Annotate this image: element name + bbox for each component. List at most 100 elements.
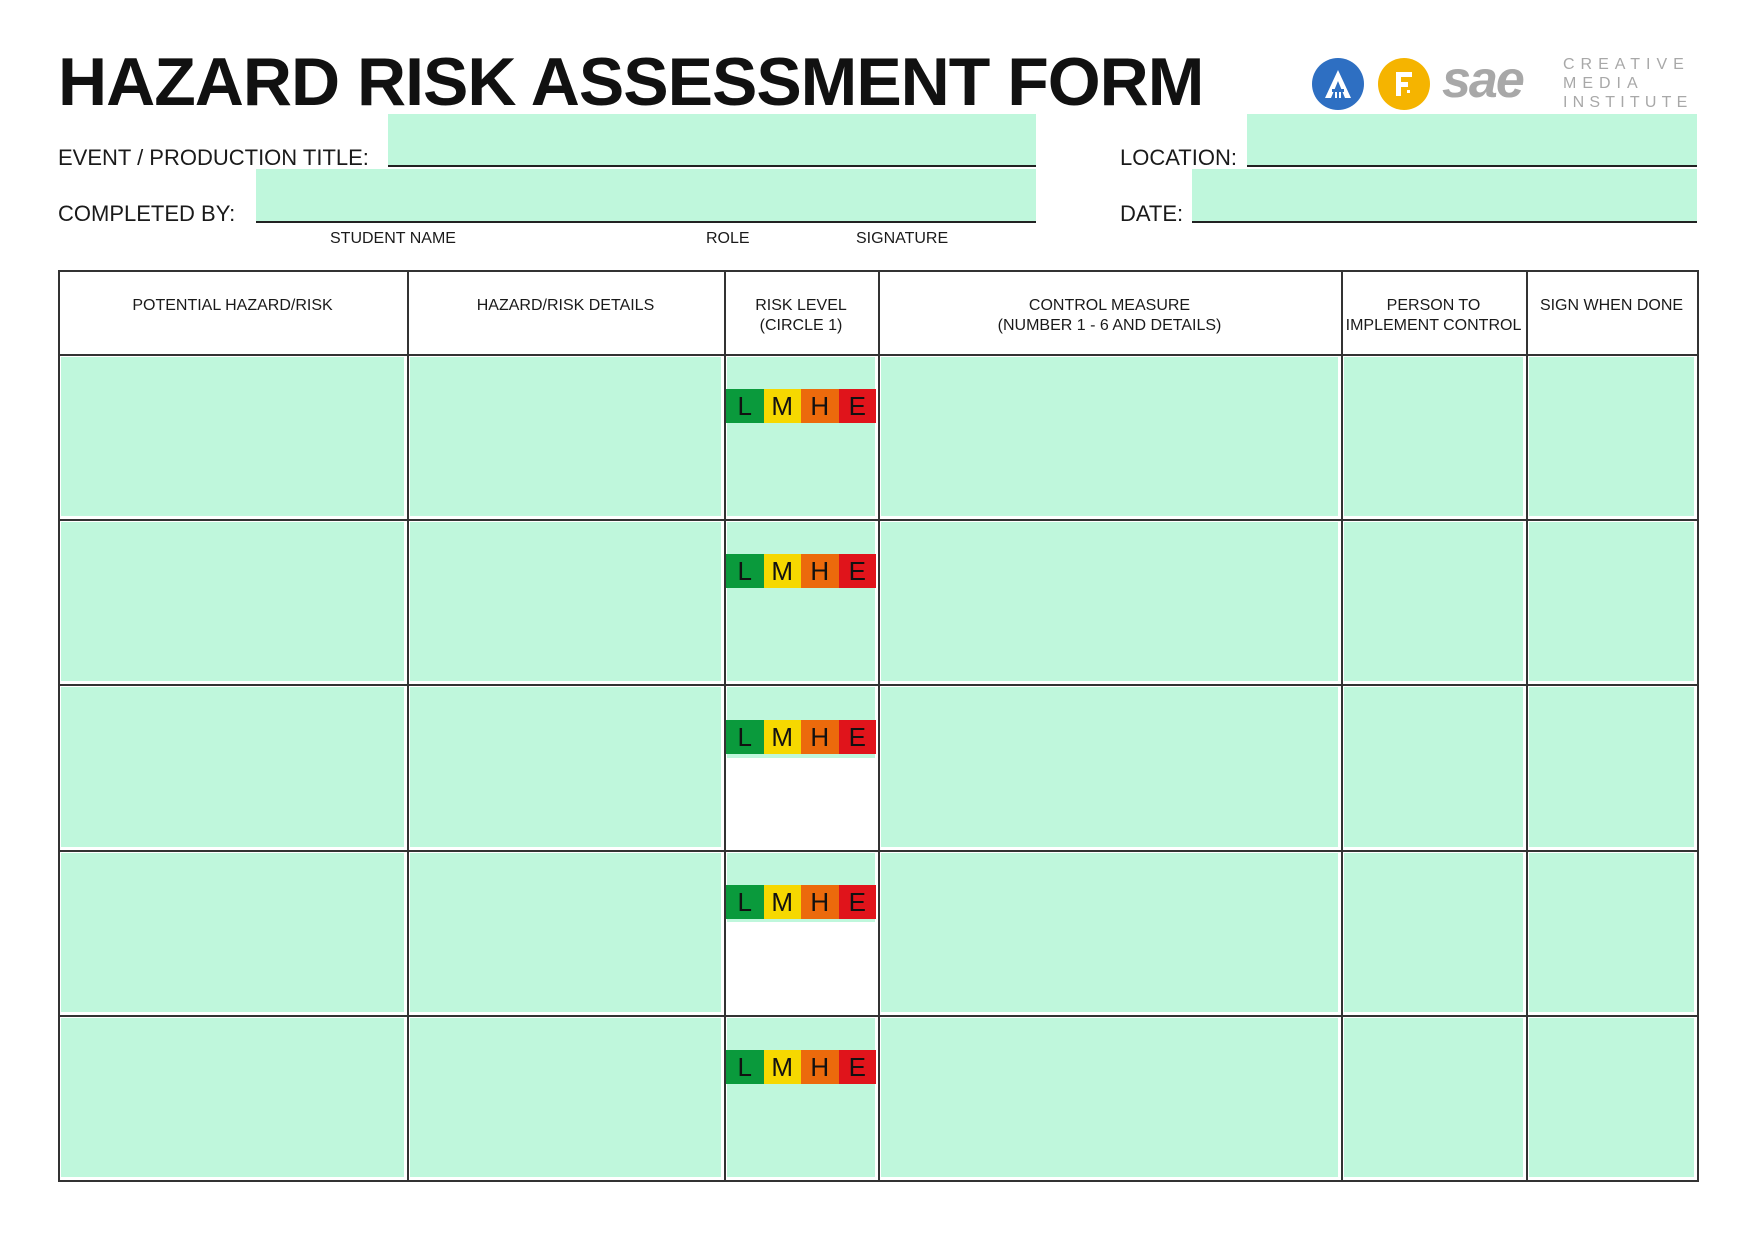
role-caption: ROLE	[706, 230, 750, 247]
table-cell-r3-c4[interactable]	[881, 687, 1338, 847]
risk-option-h-r5[interactable]: H	[801, 1050, 839, 1084]
table-col-border-2	[724, 270, 726, 1182]
sae-tagline-institute: INSTITUTE	[1563, 94, 1693, 111]
risk-option-h-r2[interactable]: H	[801, 554, 839, 588]
f-logo-icon	[1378, 58, 1430, 110]
table-col-border-5	[1526, 270, 1528, 1182]
event-title-underline	[388, 165, 1036, 167]
column-header-line2: (CIRCLE 1)	[759, 317, 843, 334]
column-header-line1: SIGN WHEN DONE	[1539, 297, 1684, 314]
table-cell-r2-c5[interactable]	[1344, 522, 1523, 681]
event-title-label: EVENT / PRODUCTION TITLE:	[58, 145, 369, 170]
risk-option-l-r5[interactable]: L	[726, 1050, 764, 1084]
risk-option-e-r2[interactable]: E	[838, 554, 876, 588]
table-cell-r4-c4[interactable]	[881, 853, 1338, 1012]
risk-cell-blank-r3	[726, 758, 877, 850]
table-col-border-3	[878, 270, 880, 1182]
form-title: HAZARD RISK ASSESSMENT FORM	[58, 44, 1204, 120]
table-cell-r5-c5[interactable]	[1344, 1018, 1523, 1177]
risk-option-e-r5[interactable]: E	[838, 1050, 876, 1084]
table-cell-r2-c6[interactable]	[1529, 522, 1694, 681]
column-header-1: POTENTIAL HAZARD/RISK	[58, 296, 407, 316]
table-cell-r3-c1[interactable]	[61, 687, 404, 847]
table-col-border-4	[1341, 270, 1343, 1182]
risk-option-l-r3[interactable]: L	[726, 720, 764, 754]
table-col-border-6	[1697, 270, 1699, 1182]
table-cell-r2-c2[interactable]	[410, 522, 721, 681]
location-field[interactable]	[1247, 114, 1697, 165]
risk-option-h-r1[interactable]: H	[801, 389, 839, 423]
risk-option-e-r1[interactable]: E	[838, 389, 876, 423]
risk-option-h-r3[interactable]: H	[801, 720, 839, 754]
risk-option-h-r4[interactable]: H	[801, 885, 839, 919]
location-label: LOCATION:	[1120, 145, 1237, 170]
risk-option-l-r2[interactable]: L	[726, 554, 764, 588]
column-header-line2: IMPLEMENT CONTROL	[1345, 317, 1522, 334]
table-col-border-0	[58, 270, 60, 1182]
column-header-line1: HAZARD/RISK DETAILS	[476, 297, 655, 314]
column-header-line1: PERSON TO	[1386, 297, 1481, 314]
column-header-5: PERSON TO IMPLEMENT CONTROL	[1341, 296, 1526, 336]
table-cell-r2-c1[interactable]	[61, 522, 404, 681]
completed-by-field[interactable]	[256, 169, 1036, 221]
column-header-3: RISK LEVEL (CIRCLE 1)	[724, 296, 878, 336]
table-cell-r5-c1[interactable]	[61, 1018, 404, 1177]
table-cell-r4-c1[interactable]	[61, 853, 404, 1012]
table-cell-r1-c6[interactable]	[1529, 357, 1694, 516]
column-header-line1: CONTROL MEASURE	[1028, 297, 1191, 314]
table-cell-r1-c5[interactable]	[1344, 357, 1523, 516]
column-header-4: CONTROL MEASURE (NUMBER 1 - 6 AND DETAILS…	[878, 296, 1341, 336]
table-cell-r1-c2[interactable]	[410, 357, 721, 516]
sae-tagline-media: MEDIA	[1563, 75, 1644, 92]
table-cell-r1-c3[interactable]	[727, 357, 875, 516]
table-cell-r1-c4[interactable]	[881, 357, 1338, 516]
date-field[interactable]	[1192, 169, 1697, 221]
column-header-6: SIGN WHEN DONE	[1526, 296, 1697, 316]
risk-option-l-r4[interactable]: L	[726, 885, 764, 919]
table-cell-r4-c6[interactable]	[1529, 853, 1694, 1012]
sae-tagline-creative: CREATIVE	[1563, 56, 1690, 73]
location-underline	[1247, 165, 1697, 167]
table-cell-r4-c5[interactable]	[1344, 853, 1523, 1012]
sae-logo-wordmark: sae	[1442, 51, 1525, 109]
table-cell-r2-c3[interactable]	[727, 522, 875, 681]
table-cell-r3-c2[interactable]	[410, 687, 721, 847]
risk-option-m-r4[interactable]: M	[763, 885, 801, 919]
column-header-line1: RISK LEVEL	[755, 297, 847, 314]
risk-option-l-r1[interactable]: L	[726, 389, 764, 423]
table-cell-r2-c4[interactable]	[881, 522, 1338, 681]
table-cell-r5-c6[interactable]	[1529, 1018, 1694, 1177]
risk-option-m-r2[interactable]: M	[763, 554, 801, 588]
a-logo-icon	[1312, 58, 1364, 110]
column-header-line2: (NUMBER 1 - 6 AND DETAILS)	[997, 317, 1222, 334]
column-header-line1: POTENTIAL HAZARD/RISK	[132, 297, 333, 314]
risk-option-m-r5[interactable]: M	[763, 1050, 801, 1084]
a-logo-glyph	[1325, 70, 1351, 98]
risk-option-m-r3[interactable]: M	[763, 720, 801, 754]
date-underline	[1192, 221, 1697, 223]
table-cell-r5-c3[interactable]	[727, 1018, 875, 1177]
table-cell-r3-c6[interactable]	[1529, 687, 1694, 847]
table-cell-r3-c5[interactable]	[1344, 687, 1523, 847]
student-name-caption: STUDENT NAME	[330, 230, 456, 247]
event-title-field[interactable]	[388, 114, 1036, 165]
risk-option-e-r4[interactable]: E	[838, 885, 876, 919]
table-cell-r5-c4[interactable]	[881, 1018, 1338, 1177]
risk-cell-blank-r4	[726, 922, 877, 1014]
completed-by-label: COMPLETED BY:	[58, 201, 236, 226]
risk-option-e-r3[interactable]: E	[838, 720, 876, 754]
table-cell-r1-c1[interactable]	[61, 357, 404, 516]
risk-option-m-r1[interactable]: M	[763, 389, 801, 423]
completed-by-underline	[256, 221, 1036, 223]
column-header-2: HAZARD/RISK DETAILS	[407, 296, 724, 316]
f-logo-glyph	[1396, 72, 1412, 96]
signature-caption: SIGNATURE	[856, 230, 949, 247]
table-cell-r4-c2[interactable]	[410, 853, 721, 1012]
table-cell-r5-c2[interactable]	[410, 1018, 721, 1177]
table-col-border-1	[407, 270, 409, 1182]
